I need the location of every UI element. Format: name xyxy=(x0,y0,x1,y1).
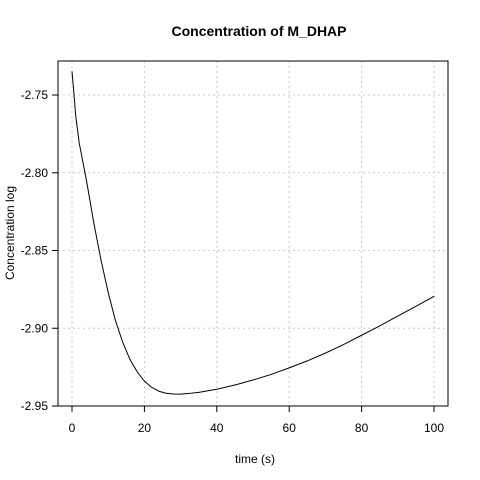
x-axis-label: time (s) xyxy=(235,452,275,466)
x-tick-label-3: 60 xyxy=(283,421,297,435)
y-tick-label-0: -2.95 xyxy=(21,399,49,413)
y-tick-label-4: -2.75 xyxy=(21,88,49,102)
tick-labels: 0 20 40 60 80 100 -2.95 -2.90 -2.85 -2.80 -2.75 xyxy=(21,88,445,435)
x-tick-label-0: 0 xyxy=(69,421,76,435)
series-line-0 xyxy=(71,71,435,395)
x-tick-label-5: 100 xyxy=(424,421,444,435)
chart-title: Concentration of M_DHAP xyxy=(172,23,347,39)
x-tick-label-2: 40 xyxy=(210,421,224,435)
y-tick-label-2: -2.85 xyxy=(21,244,49,258)
plot-frame xyxy=(57,60,449,407)
y-tick-label-1: -2.90 xyxy=(21,321,49,335)
x-tick-label-1: 20 xyxy=(138,421,152,435)
series-layer xyxy=(71,71,435,395)
axes xyxy=(52,94,435,412)
y-axis-label: Concentration log xyxy=(3,186,17,280)
x-tick-label-4: 80 xyxy=(355,421,369,435)
y-tick-label-3: -2.80 xyxy=(21,166,49,180)
